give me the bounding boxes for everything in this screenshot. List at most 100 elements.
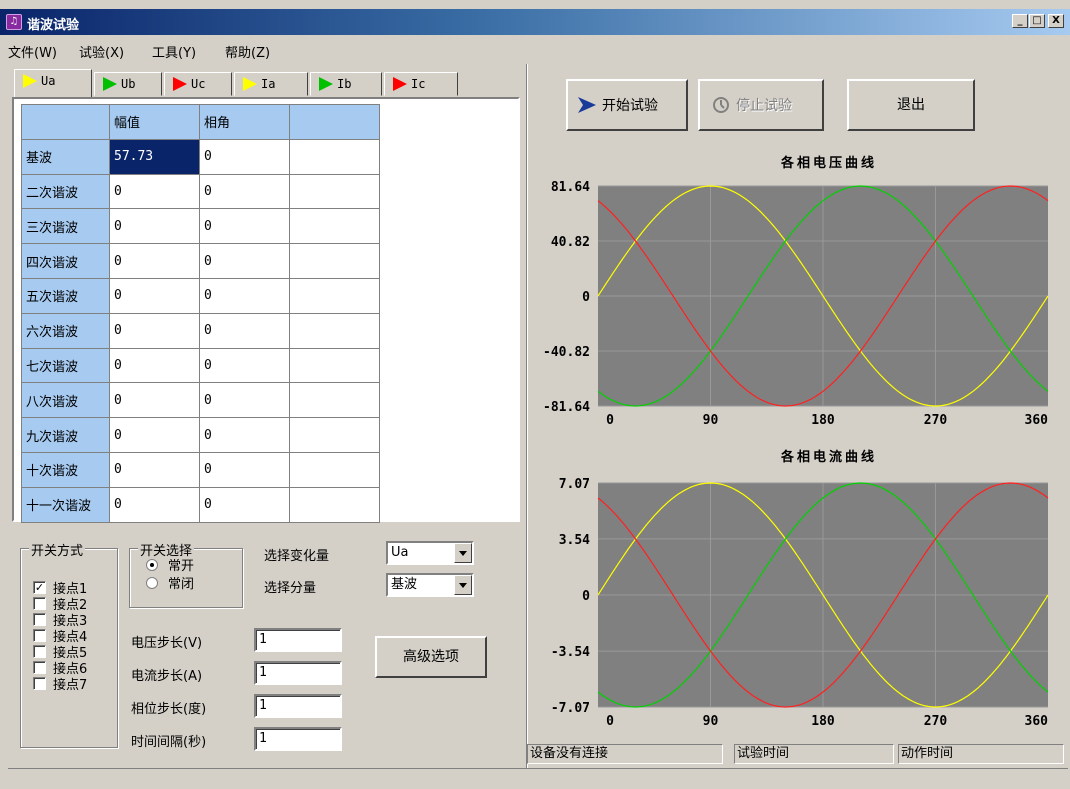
angle-cell[interactable]: 0 [199,382,290,419]
contact-checkbox[interactable] [33,629,46,642]
empty-cell[interactable] [289,277,380,314]
tab-label: Ia [261,77,276,91]
tab-label: Ub [121,77,136,91]
radio-normally-closed[interactable] [146,577,158,589]
amplitude-cell[interactable]: 0 [109,451,200,488]
amplitude-cell[interactable]: 0 [109,173,200,210]
exit-button[interactable]: 退出 [847,79,975,131]
harmonic-grid: 幅值 相角 基波 57.73 0 二次谐波 0 0 三次谐波 0 0 四次谐波 0 0 五次谐波 0 0 六次… [12,97,520,523]
empty-cell[interactable] [289,243,380,279]
empty-cell[interactable] [289,138,380,175]
tab-label: Ic [411,77,426,91]
start-test-button[interactable]: 开始试验 [566,79,688,131]
angle-cell[interactable]: 0 [199,417,290,453]
row-header: 十次谐波 [21,451,110,488]
switch-mode-group: 开关方式 ✓ 接点1 接点2 接点3 接点4 接点5 接点6 接点7 [20,540,118,748]
menu-tools[interactable]: 工具(Y) [152,46,197,61]
angle-cell[interactable]: 0 [199,451,290,488]
empty-cell[interactable] [289,382,380,419]
amplitude-cell[interactable]: 0 [109,208,200,245]
tab-ua[interactable]: Ua [14,69,92,97]
contact-checkbox[interactable] [33,597,46,610]
time-interval-input[interactable]: 1 [254,727,342,751]
empty-cell[interactable] [289,486,380,523]
angle-cell[interactable]: 0 [199,486,290,523]
tab-ub[interactable]: Ub [94,72,162,96]
amplitude-cell[interactable]: 0 [109,243,200,279]
angle-cell[interactable]: 0 [199,243,290,279]
contact-checkbox[interactable] [33,645,46,658]
phase-step-input[interactable]: 1 [254,694,342,718]
menu-file[interactable]: 文件(W) [8,46,57,61]
advanced-options-button[interactable]: 高级选项 [375,636,487,678]
contact-checkbox[interactable] [33,661,46,674]
row-header: 六次谐波 [21,312,110,349]
start-test-label: 开始试验 [602,98,658,114]
x-tick-label: 180 [811,413,835,428]
y-tick-label: 7.07 [559,477,590,492]
radio-normally-open[interactable] [146,559,158,571]
empty-cell[interactable] [289,347,380,384]
current-step-label: 电流步长(A) [131,669,203,684]
select-component-value: 基波 [391,577,418,592]
angle-cell[interactable]: 0 [199,312,290,349]
close-button[interactable]: X [1048,14,1064,28]
title-bar[interactable]: ♫ 谐波试验 _ □ X [0,9,1070,35]
y-tick-label: 3.54 [559,533,590,548]
empty-cell[interactable] [289,312,380,349]
empty-cell[interactable] [289,417,380,453]
amplitude-cell[interactable]: 57.73 [109,138,200,175]
tab-ia[interactable]: Ia [234,72,308,96]
stop-test-button[interactable]: 停止试验 [698,79,824,131]
menu-test[interactable]: 试验(X) [79,46,125,61]
contact-checkbox[interactable] [33,677,46,690]
menu-help[interactable]: 帮助(Z) [225,46,271,61]
tab-ic[interactable]: Ic [384,72,458,96]
empty-cell[interactable] [289,208,380,245]
y-tick-label: -40.82 [543,345,590,360]
row-header: 三次谐波 [21,208,110,245]
minimize-button[interactable]: _ [1012,14,1028,28]
tab-label: Ua [41,74,56,88]
angle-cell[interactable]: 0 [199,138,290,175]
contact-label: 接点3 [53,614,88,629]
header-amplitude: 幅值 [109,104,200,140]
amplitude-cell[interactable]: 0 [109,312,200,349]
tab-uc[interactable]: Uc [164,72,232,96]
x-tick-label: 90 [703,714,719,729]
grid-corner [21,104,110,140]
chevron-down-icon[interactable] [454,575,472,595]
angle-cell[interactable]: 0 [199,277,290,314]
voltage-step-input[interactable]: 1 [254,628,342,652]
current-step-input[interactable]: 1 [254,661,342,685]
y-tick-label: -7.07 [551,701,590,716]
angle-cell[interactable]: 0 [199,347,290,384]
table-row: 十次谐波 0 0 [21,451,380,488]
chevron-down-icon[interactable] [454,543,472,563]
maximize-button[interactable]: □ [1029,14,1045,28]
empty-cell[interactable] [289,173,380,210]
amplitude-cell[interactable]: 0 [109,486,200,523]
tab-ib[interactable]: Ib [310,72,382,96]
select-variable-combo[interactable]: Ua [386,541,474,565]
amplitude-cell[interactable]: 0 [109,382,200,419]
switch-select-group: 开关选择 常开 常闭 [129,540,243,608]
x-tick-label: 180 [811,714,835,729]
y-tick-label: -81.64 [543,400,590,415]
contact-checkbox[interactable]: ✓ [33,581,46,594]
angle-cell[interactable]: 0 [199,173,290,210]
amplitude-cell[interactable]: 0 [109,277,200,314]
x-tick-label: 270 [924,413,948,428]
x-tick-label: 0 [606,413,614,428]
select-component-combo[interactable]: 基波 [386,573,474,597]
angle-cell[interactable]: 0 [199,208,290,245]
amplitude-cell[interactable]: 0 [109,347,200,384]
contact-checkbox[interactable] [33,613,46,626]
play-triangle-icon [319,77,333,91]
amplitude-cell[interactable]: 0 [109,417,200,453]
series-line [597,185,1049,407]
table-row: 基波 57.73 0 [21,138,380,175]
row-header: 基波 [21,138,110,175]
empty-cell[interactable] [289,451,380,488]
